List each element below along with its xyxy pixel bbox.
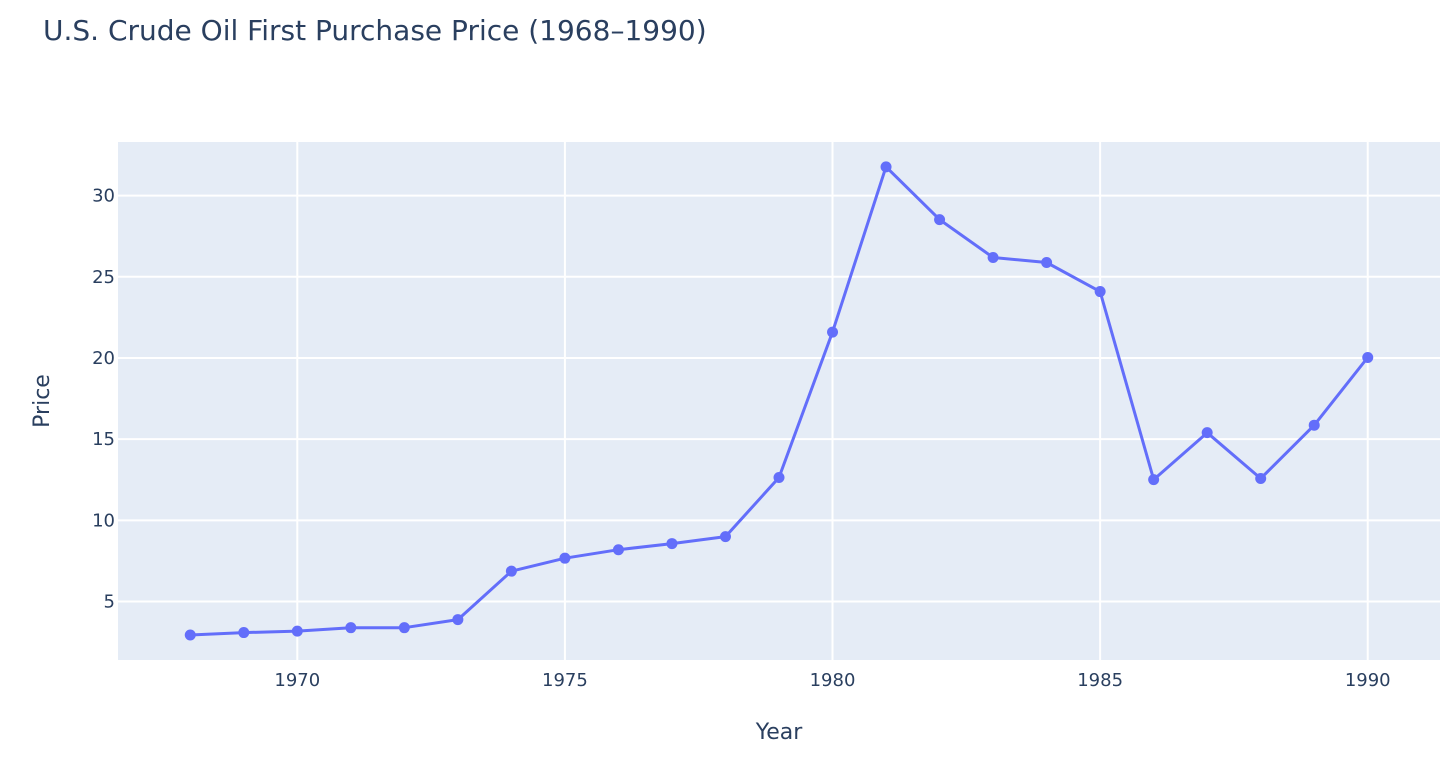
data-point bbox=[773, 471, 785, 483]
data-point bbox=[1362, 351, 1374, 363]
chart-title: U.S. Crude Oil First Purchase Price (196… bbox=[43, 14, 707, 47]
data-point bbox=[934, 214, 946, 226]
data-point bbox=[1094, 286, 1106, 298]
data-point bbox=[291, 625, 303, 637]
data-point bbox=[452, 614, 464, 626]
data-point bbox=[1201, 427, 1213, 439]
data-point bbox=[880, 161, 892, 173]
data-point bbox=[505, 565, 517, 577]
x-tick-label: 1990 bbox=[1345, 670, 1391, 691]
data-point bbox=[719, 531, 731, 543]
data-point bbox=[666, 538, 678, 550]
y-tick-label: 20 bbox=[92, 348, 115, 369]
data-point bbox=[987, 251, 999, 263]
y-tick-label: 10 bbox=[92, 510, 115, 531]
y-tick-label: 25 bbox=[92, 267, 115, 288]
data-point bbox=[612, 544, 624, 556]
data-point bbox=[1041, 256, 1053, 268]
data-point bbox=[827, 326, 839, 338]
plot-area bbox=[118, 142, 1440, 660]
x-tick-label: 1980 bbox=[810, 670, 856, 691]
y-tick-label: 30 bbox=[92, 186, 115, 207]
y-tick-label: 5 bbox=[104, 592, 115, 613]
data-point bbox=[345, 622, 357, 634]
x-axis-title: Year bbox=[755, 720, 804, 745]
data-point bbox=[184, 629, 196, 641]
gridlines bbox=[118, 142, 1440, 660]
y-tick-labels: 5 10 15 20 25 30 bbox=[92, 186, 115, 613]
data-point bbox=[398, 622, 410, 634]
data-point bbox=[1308, 419, 1320, 431]
y-tick-label: 15 bbox=[92, 429, 115, 450]
x-tick-labels: 1970 1975 1980 1985 1990 bbox=[274, 670, 1390, 691]
data-point bbox=[1255, 472, 1267, 484]
data-point bbox=[1148, 474, 1160, 486]
series-layer bbox=[184, 161, 1374, 641]
y-axis-title: Price bbox=[30, 374, 55, 428]
x-tick-label: 1970 bbox=[274, 670, 320, 691]
data-point bbox=[238, 627, 250, 639]
x-tick-label: 1975 bbox=[542, 670, 588, 691]
x-tick-label: 1985 bbox=[1077, 670, 1123, 691]
data-point bbox=[559, 552, 571, 564]
